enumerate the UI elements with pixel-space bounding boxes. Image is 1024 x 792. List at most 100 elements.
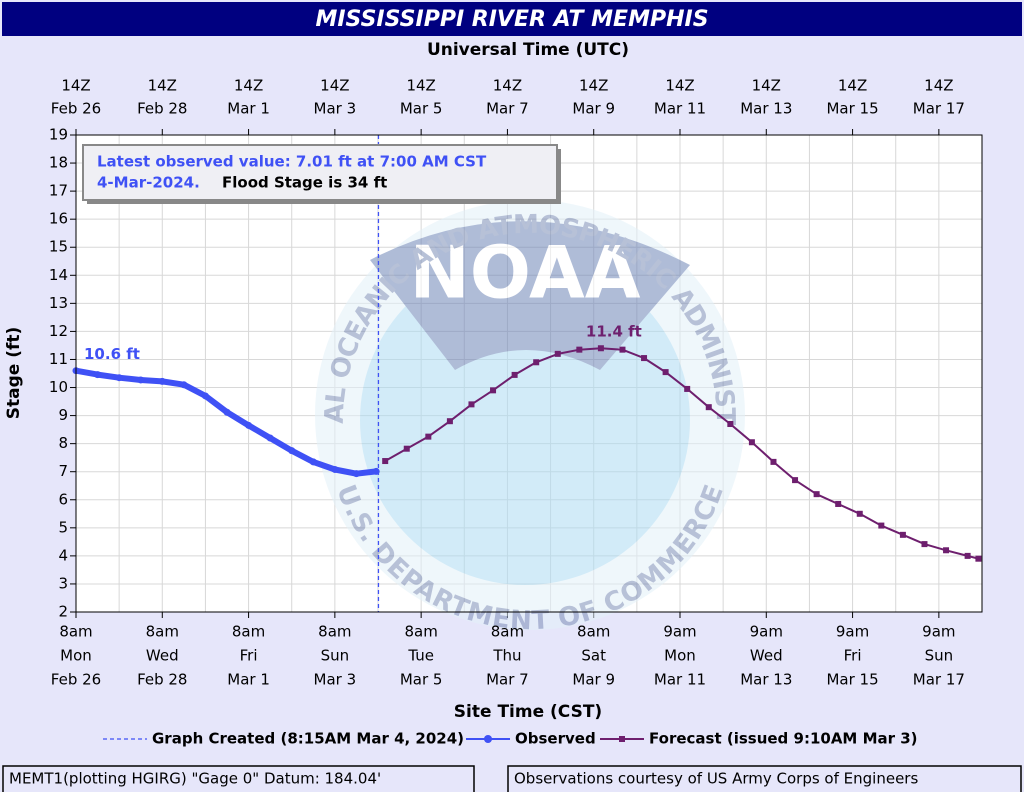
observed-point: [372, 467, 380, 475]
x-tick-label: Mar 11: [654, 671, 706, 689]
observed-point: [115, 374, 123, 382]
y-tick-label: 16: [49, 210, 68, 228]
forecast-point: [921, 541, 928, 548]
legend-label: Forecast (issued 9:10AM Mar 3): [649, 730, 918, 748]
x2-tick-label: Mar 9: [572, 100, 615, 118]
observed-point: [245, 421, 253, 429]
observed-point: [201, 392, 209, 400]
x-tick-label: Fri: [844, 647, 862, 665]
forecast-point: [748, 439, 755, 446]
x-tick-label: Mar 3: [314, 671, 357, 689]
x-tick-label: 8am: [404, 623, 437, 641]
forecast-point: [446, 418, 453, 425]
x2-tick-label: Feb 28: [137, 100, 187, 118]
x-tick-label: 9am: [750, 623, 783, 641]
plot-frame: [75, 134, 983, 613]
x-tick-label: Sun: [925, 647, 954, 665]
x-tick-label: Fri: [240, 647, 258, 665]
info-box: Latest observed value: 7.01 ft at 7:00 A…: [82, 144, 561, 204]
forecast-point: [468, 401, 475, 408]
chart-title: MISSISSIPPI RIVER AT MEMPHIS: [315, 7, 708, 32]
x2-tick-label: Mar 17: [913, 100, 965, 118]
y-tick-label: 11: [49, 350, 68, 368]
forecast-point: [641, 355, 648, 362]
forecast-point: [511, 371, 518, 378]
forecast-point: [619, 346, 626, 353]
forecast-point: [792, 477, 799, 484]
x2-tick-label: 14Z: [148, 77, 177, 95]
x2-tick-label: 14Z: [752, 77, 781, 95]
forecast-point: [813, 491, 820, 498]
forecast-point: [403, 445, 410, 452]
x-tick-label: 8am: [318, 623, 351, 641]
y-tick-label: 13: [49, 294, 68, 312]
x2-tick-label: 14Z: [924, 77, 953, 95]
x2-tick-label: Mar 11: [654, 100, 706, 118]
forecast-point: [425, 433, 432, 440]
x-tick-label: Feb 26: [51, 671, 101, 689]
x-axis-title: Site Time (CST): [454, 702, 602, 722]
forecast-point: [975, 555, 982, 562]
y-tick-label: 15: [49, 238, 68, 256]
y-tick-label: 18: [49, 154, 68, 172]
legend-label: Observed: [515, 730, 596, 748]
x-tick-label: Mar 7: [486, 671, 529, 689]
footer-right: Observations courtesy of US Army Corps o…: [514, 770, 918, 788]
x-tick-label: Mon: [664, 647, 696, 665]
forecast-point: [943, 547, 950, 554]
x2-axis-title: Universal Time (UTC): [427, 40, 629, 60]
x2-tick-label: 14Z: [665, 77, 694, 95]
y-tick-label: 17: [49, 182, 68, 200]
x2-tick-label: Mar 5: [400, 100, 443, 118]
x-tick-label: Sun: [321, 647, 350, 665]
legend-marker: [484, 735, 492, 743]
x-tick-label: 9am: [663, 623, 696, 641]
x-tick-label: 9am: [922, 623, 955, 641]
watermark-text: NOAA: [410, 231, 641, 315]
footer-right-box: [507, 765, 1022, 792]
observed-point: [266, 434, 274, 442]
y-tick-label: 7: [58, 462, 68, 480]
x-tick-label: Mon: [60, 647, 92, 665]
forecast-point: [533, 359, 540, 366]
x2-tick-label: Mar 15: [826, 100, 878, 118]
x-tick-label: Mar 5: [400, 671, 443, 689]
y-tick-label: 2: [58, 603, 68, 621]
title-bar: [2, 2, 1022, 36]
y-tick-label: 14: [49, 266, 68, 284]
footer-left: MEMT1(plotting HGIRG) "Gage 0" Datum: 18…: [9, 770, 381, 788]
y-tick-label: 3: [58, 574, 68, 592]
x-tick-label: Mar 9: [572, 671, 615, 689]
forecast-point: [662, 369, 669, 376]
info-flood-stage: Flood Stage is 34 ft: [222, 174, 387, 192]
x2-tick-label: 14Z: [320, 77, 349, 95]
x2-tick-label: 14Z: [61, 77, 90, 95]
x-tick-label: 8am: [232, 623, 265, 641]
observed-point: [352, 470, 360, 478]
x2-tick-label: 14Z: [579, 77, 608, 95]
x2-tick-label: Mar 7: [486, 100, 529, 118]
annotation: 11.4 ft: [586, 323, 642, 341]
observed-point: [180, 381, 188, 389]
x-tick-label: Thu: [492, 647, 521, 665]
observed-point: [94, 371, 102, 379]
y-tick-label: 8: [58, 434, 68, 452]
forecast-point: [597, 345, 604, 352]
forecast-point: [382, 458, 389, 465]
x-tick-label: 8am: [146, 623, 179, 641]
forecast-point: [964, 552, 971, 559]
x2-tick-label: 14Z: [838, 77, 867, 95]
x-tick-label: Tue: [407, 647, 434, 665]
legend-marker: [619, 736, 625, 742]
forecast-point: [878, 522, 885, 529]
forecast-point: [856, 510, 863, 517]
watermark-bird: [370, 221, 690, 370]
x-tick-label: Wed: [750, 647, 783, 665]
x-tick-label: Wed: [146, 647, 179, 665]
annotation: 10.6 ft: [84, 345, 140, 363]
y-tick-label: 4: [58, 546, 68, 564]
x-tick-label: Mar 13: [740, 671, 792, 689]
x-tick-label: Mar 1: [227, 671, 270, 689]
info-observed: Latest observed value: 7.01 ft at 7:00 A…: [97, 153, 487, 171]
